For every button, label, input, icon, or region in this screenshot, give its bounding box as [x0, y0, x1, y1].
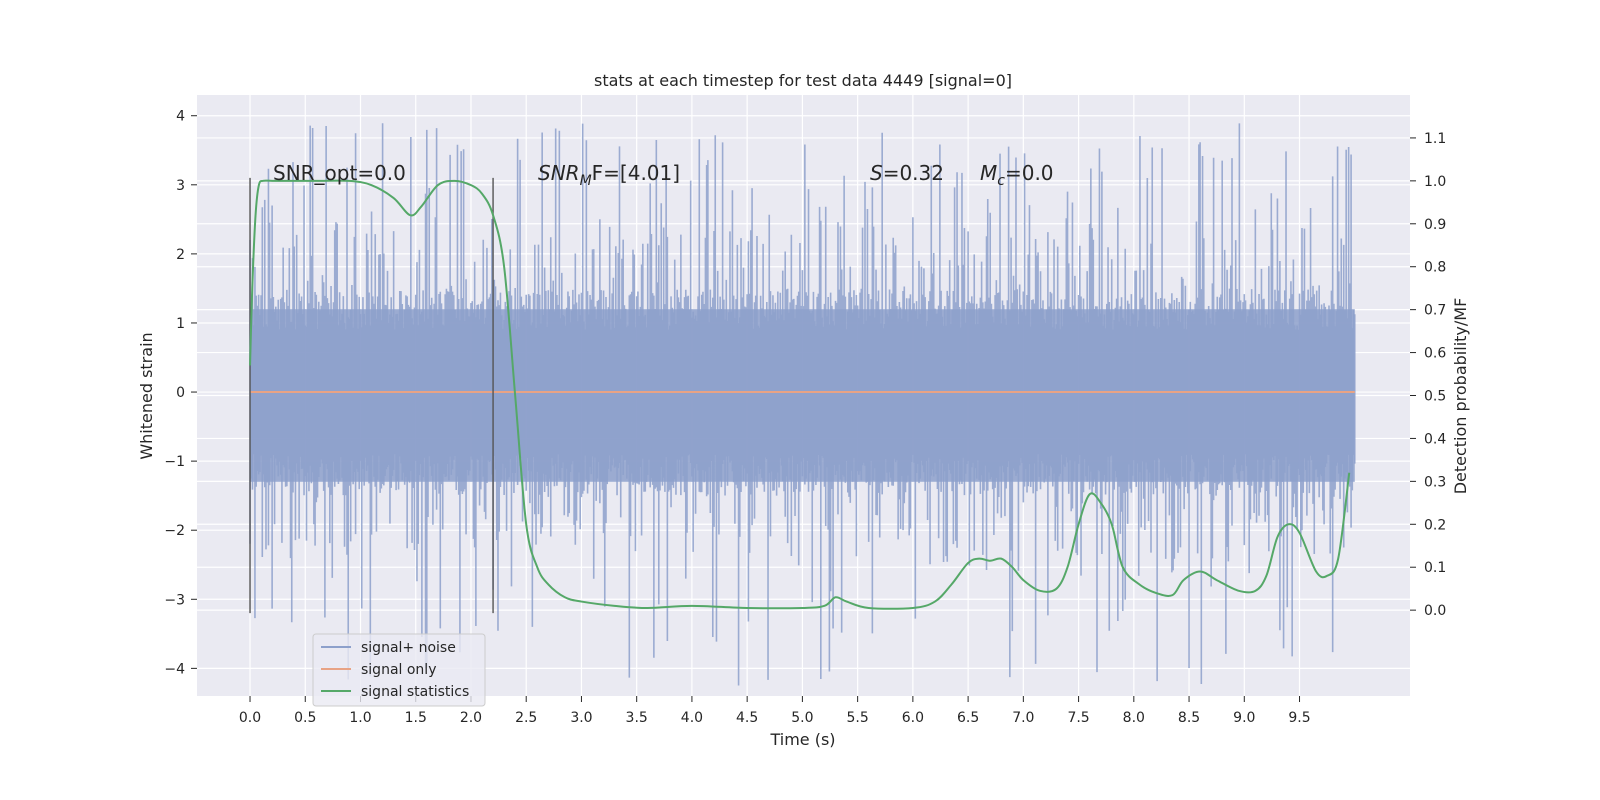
- y-tick-label: 0: [176, 385, 185, 401]
- y-tick-label: 3: [176, 178, 185, 194]
- y-tick-label: −3: [164, 592, 185, 608]
- x-tick-label: 2.0: [460, 710, 482, 726]
- legend-label-signal: signal only: [361, 662, 436, 678]
- legend-box: [312, 633, 486, 707]
- x-tick-label: 0.0: [239, 710, 261, 726]
- y-tick-label: −1: [164, 454, 185, 470]
- annotation-snr-mf-value: F=[4.01]: [592, 161, 680, 185]
- x-tick-label: 7.0: [1012, 710, 1034, 726]
- y2-tick-label: 0.0: [1424, 603, 1446, 619]
- y2-tick-label: 0.4: [1424, 431, 1446, 447]
- annotation-s-base: S: [870, 161, 883, 185]
- annotation-snr-opt: SNR_opt=0.0: [273, 161, 406, 185]
- annotation-s-value: =0.32: [883, 161, 944, 185]
- y2-tick-label: 0.9: [1424, 217, 1446, 233]
- y-ticks: 4 3 2 1 0 −1 −2 −3 −4: [164, 109, 197, 677]
- y2-tick-label: 0.8: [1424, 260, 1446, 276]
- y2-tick-label: 0.3: [1424, 474, 1446, 490]
- annotation-snr-mf: SNRMF=[4.01]: [538, 161, 680, 189]
- annotation-snr-mf-base: SNR: [538, 161, 580, 185]
- x-tick-label: 1.0: [349, 710, 371, 726]
- y-tick-label: 1: [176, 316, 185, 332]
- y2-tick-label: 0.1: [1424, 560, 1446, 576]
- x-tick-label: 5.0: [791, 710, 813, 726]
- y2-tick-label: 0.2: [1424, 517, 1446, 533]
- annotation-s: S=0.32: [870, 161, 944, 185]
- x-tick-label: 7.5: [1067, 710, 1089, 726]
- legend-label-noise: signal+ noise: [361, 640, 456, 656]
- y2-tick-label: 0.5: [1424, 389, 1446, 405]
- x-tick-label: 3.5: [626, 710, 648, 726]
- x-tick-label: 9.0: [1233, 710, 1255, 726]
- y-tick-label: −2: [164, 523, 185, 539]
- y2-axis-label: Detection probability/MF: [1451, 298, 1470, 495]
- x-axis-label: Time (s): [769, 730, 835, 749]
- y-tick-label: 2: [176, 247, 185, 263]
- x-tick-label: 4.0: [681, 710, 703, 726]
- y2-tick-label: 0.6: [1424, 346, 1446, 362]
- x-tick-label: 5.5: [846, 710, 868, 726]
- y2-tick-label: 1.1: [1424, 131, 1446, 147]
- y2-ticks: 1.1 1.0 0.9 0.8 0.7 0.6 0.5 0.4 0.3 0.2 0.1 0.0: [1410, 131, 1446, 619]
- x-tick-label: 2.5: [515, 710, 537, 726]
- x-tick-label: 6.5: [957, 710, 979, 726]
- x-tick-label: 3.0: [570, 710, 592, 726]
- x-tick-label: 0.5: [294, 710, 316, 726]
- legend-label-stats: signal statistics: [361, 684, 469, 700]
- chart-title: stats at each timestep for test data 444…: [594, 71, 1012, 90]
- y2-tick-label: 0.7: [1424, 303, 1446, 319]
- noise-series: [249, 123, 1356, 686]
- x-tick-label: 9.5: [1288, 710, 1310, 726]
- legend: signal+ noise signal only signal statist…: [312, 633, 486, 707]
- y-axis-label: Whitened strain: [137, 332, 156, 459]
- y-tick-label: −4: [164, 661, 185, 677]
- x-tick-label: 6.0: [902, 710, 924, 726]
- y-tick-label: 4: [176, 109, 185, 125]
- series-signal-statistics: [249, 179, 1351, 610]
- x-tick-label: 8.0: [1123, 710, 1145, 726]
- x-tick-label: 8.5: [1178, 710, 1200, 726]
- annotation-mc-base: M: [980, 161, 997, 185]
- x-tick-label: 1.5: [405, 710, 427, 726]
- annotation-snr-mf-sub: M: [580, 173, 592, 189]
- statistics-series: [249, 179, 1351, 610]
- vertical-markers: [249, 177, 494, 614]
- x-tick-label: 4.5: [736, 710, 758, 726]
- annotation-mc-value: =0.0: [1005, 161, 1054, 185]
- y2-tick-label: 1.0: [1424, 174, 1446, 190]
- annotation-mc: Mc=0.0: [980, 161, 1054, 189]
- annotation-mc-sub: c: [997, 173, 1005, 189]
- x-ticks: 0.0 0.5 1.0 1.5 2.0 2.5 3.0 3.5 4.0 4.5 5.0 5.5 6.0 6…: [239, 696, 1311, 726]
